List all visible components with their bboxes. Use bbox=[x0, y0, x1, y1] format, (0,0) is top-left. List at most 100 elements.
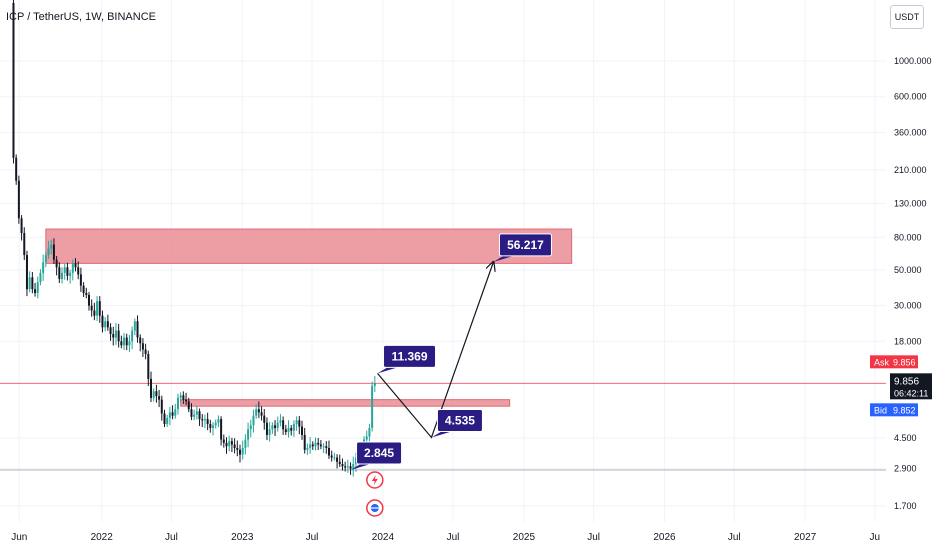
price-tick: 600.000 bbox=[894, 92, 927, 102]
price-tick: 2.900 bbox=[894, 464, 917, 474]
candle-body bbox=[247, 429, 250, 440]
candle-body bbox=[260, 412, 263, 416]
candle-body bbox=[133, 321, 136, 331]
label-box bbox=[498, 233, 552, 257]
candle-body bbox=[233, 444, 236, 448]
time-tick: 2025 bbox=[513, 532, 536, 543]
candle-body bbox=[71, 263, 74, 273]
label-box bbox=[383, 344, 437, 368]
candle-body bbox=[311, 444, 314, 447]
candle-body bbox=[365, 436, 368, 440]
candle-body bbox=[120, 341, 123, 346]
candle-body bbox=[298, 420, 301, 427]
bid-label: Bid bbox=[874, 405, 887, 415]
candle-body bbox=[179, 395, 182, 398]
candle-body bbox=[198, 411, 201, 420]
candle-body bbox=[20, 218, 23, 234]
candle-body bbox=[249, 425, 252, 430]
time-tick: 2027 bbox=[794, 532, 817, 543]
candle-body bbox=[255, 409, 258, 416]
candle-body bbox=[31, 277, 34, 290]
currency-button[interactable]: USDT bbox=[890, 5, 924, 29]
candle-body bbox=[112, 333, 115, 338]
candle-body bbox=[155, 391, 158, 397]
candle-body bbox=[295, 420, 298, 425]
candle-body bbox=[61, 272, 64, 279]
candle-body bbox=[336, 457, 339, 462]
candle-body bbox=[12, 2, 15, 158]
candle-body bbox=[220, 419, 223, 440]
time-tick: Jul bbox=[165, 532, 178, 543]
candle-body bbox=[131, 330, 134, 342]
last-price-value: 9.856 bbox=[894, 376, 919, 387]
candle-body bbox=[214, 422, 217, 426]
candle-body bbox=[171, 412, 174, 416]
ask-box bbox=[870, 355, 918, 369]
candle-body bbox=[276, 422, 279, 428]
candle-body bbox=[185, 399, 188, 402]
candle-body bbox=[160, 399, 163, 414]
candle-body bbox=[330, 455, 333, 458]
candle-body bbox=[15, 157, 18, 181]
candle-body bbox=[23, 233, 26, 256]
candle-body bbox=[166, 417, 169, 425]
price-axis[interactable]: 1000.000 600.000 360.000 210.000 130.000 80.0… bbox=[894, 56, 932, 511]
candle-body bbox=[303, 434, 306, 450]
candle-body bbox=[125, 337, 128, 346]
ask-label: Ask bbox=[874, 357, 890, 367]
label-text: 4.535 bbox=[445, 413, 475, 427]
candle-body bbox=[87, 294, 90, 306]
candle-body bbox=[28, 277, 31, 290]
candle-body bbox=[174, 409, 177, 416]
candle-body bbox=[241, 447, 244, 455]
candle-body bbox=[371, 385, 374, 428]
candle-body bbox=[325, 446, 328, 448]
time-tick: Jul bbox=[587, 532, 600, 543]
label-text: 11.369 bbox=[391, 349, 427, 363]
candle-body bbox=[309, 444, 312, 448]
candle-body bbox=[136, 321, 139, 338]
candle-body bbox=[55, 259, 58, 268]
time-axis[interactable]: Jun 2022 Jul 2023 Jul 2024 Jul 2025 Jul 2026 Jul 20… bbox=[11, 532, 880, 543]
candle-body bbox=[187, 401, 190, 410]
candle-body bbox=[52, 244, 55, 260]
time-tick: Ju bbox=[870, 532, 881, 543]
candle-body bbox=[263, 415, 266, 423]
candle-body bbox=[327, 447, 330, 456]
candle-body bbox=[282, 420, 285, 430]
candle-body bbox=[279, 420, 282, 423]
bid-box bbox=[870, 403, 918, 417]
zones bbox=[45, 228, 573, 407]
supply-zone bbox=[45, 228, 573, 264]
last-price-box bbox=[890, 373, 932, 400]
ask-value: 9.856 bbox=[893, 357, 916, 367]
label-pointer bbox=[350, 463, 371, 470]
candle-body bbox=[117, 330, 120, 342]
candle-body bbox=[257, 409, 260, 413]
price-tick: 130.000 bbox=[894, 198, 927, 208]
candle-body bbox=[42, 262, 45, 273]
candle-body bbox=[85, 292, 88, 295]
candle-body bbox=[209, 424, 212, 428]
time-tick: Jun bbox=[11, 532, 27, 543]
candle-body bbox=[34, 289, 37, 293]
candle-body bbox=[109, 327, 112, 334]
annotations: 2.845 11.369 4.535 56.217 bbox=[350, 233, 552, 470]
candle-body bbox=[306, 447, 309, 450]
candle-body bbox=[252, 415, 255, 426]
candle-body bbox=[333, 457, 336, 459]
bid-value: 9.852 bbox=[893, 405, 916, 415]
candle-body bbox=[373, 383, 376, 386]
candle-body bbox=[190, 409, 193, 417]
candle-body bbox=[182, 395, 185, 400]
label-pointer bbox=[431, 431, 452, 438]
candle-body bbox=[50, 244, 53, 249]
candle-body bbox=[128, 341, 131, 346]
price-label: 4.535 bbox=[431, 408, 483, 438]
price-tick: 80.000 bbox=[894, 232, 922, 242]
candle-body bbox=[152, 391, 155, 398]
label-text: 2.845 bbox=[364, 446, 394, 460]
candle-body bbox=[346, 466, 349, 468]
candle-body bbox=[141, 343, 144, 350]
